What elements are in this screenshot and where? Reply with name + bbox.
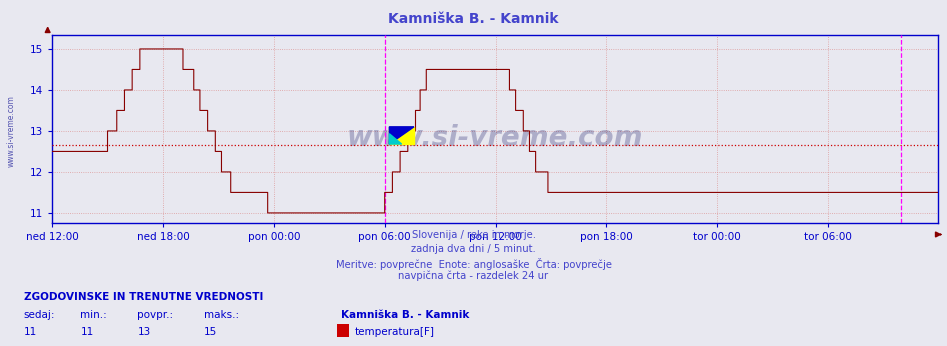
Text: Slovenija / reke in morje.: Slovenija / reke in morje.	[412, 230, 535, 240]
Text: navpična črta - razdelek 24 ur: navpična črta - razdelek 24 ur	[399, 271, 548, 281]
Polygon shape	[389, 134, 402, 144]
Text: www.si-vreme.com: www.si-vreme.com	[347, 124, 643, 152]
Text: min.:: min.:	[80, 310, 107, 320]
Text: povpr.:: povpr.:	[137, 310, 173, 320]
Text: sedaj:: sedaj:	[24, 310, 55, 320]
Text: Meritve: povprečne  Enote: anglosaške  Črta: povprečje: Meritve: povprečne Enote: anglosaške Črt…	[335, 258, 612, 270]
Text: 11: 11	[24, 327, 37, 337]
Polygon shape	[389, 127, 414, 144]
Text: temperatura[F]: temperatura[F]	[355, 327, 435, 337]
Text: ZGODOVINSKE IN TRENUTNE VREDNOSTI: ZGODOVINSKE IN TRENUTNE VREDNOSTI	[24, 292, 263, 302]
Text: Kamniška B. - Kamnik: Kamniška B. - Kamnik	[341, 310, 470, 320]
Text: Kamniška B. - Kamnik: Kamniška B. - Kamnik	[388, 12, 559, 26]
Text: 13: 13	[137, 327, 151, 337]
Polygon shape	[389, 127, 414, 144]
Text: 15: 15	[204, 327, 217, 337]
Text: www.si-vreme.com: www.si-vreme.com	[7, 95, 16, 167]
Text: zadnja dva dni / 5 minut.: zadnja dva dni / 5 minut.	[411, 244, 536, 254]
Text: maks.:: maks.:	[204, 310, 239, 320]
Text: 11: 11	[80, 327, 94, 337]
